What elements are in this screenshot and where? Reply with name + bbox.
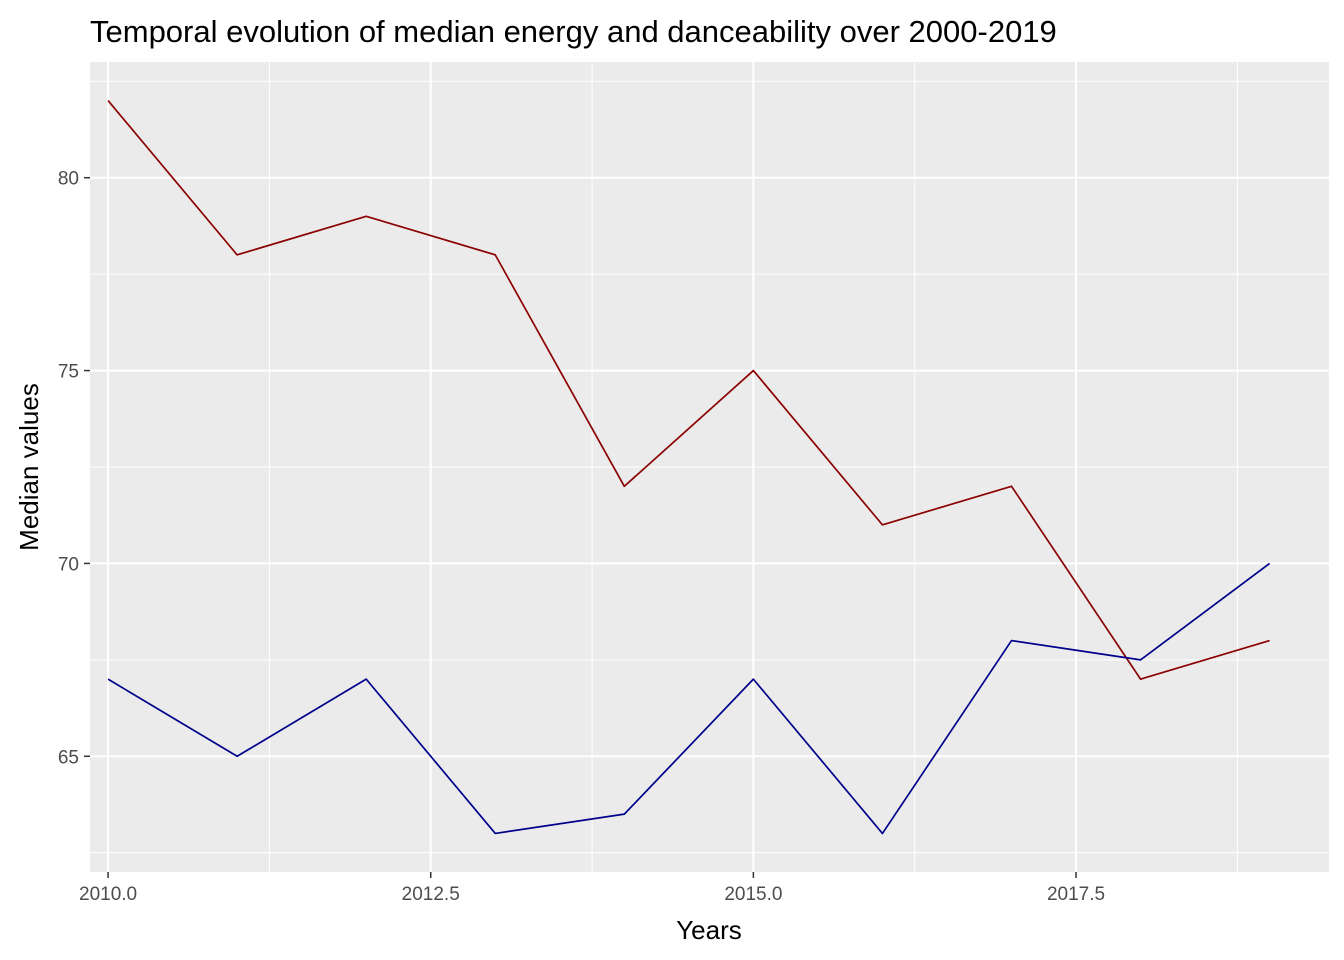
y-axis-ticks: 65 70 75 80: [58, 169, 90, 768]
chart-title: Temporal evolution of median energy and …: [90, 14, 1057, 49]
x-tick-label: 2017.5: [1047, 884, 1105, 905]
x-axis-ticks: 2010.0 2012.5 2015.0 2017.5: [79, 872, 1105, 905]
y-tick-label: 80: [58, 169, 79, 190]
series-line-2: [107, 562, 1271, 835]
grid-minor: [90, 62, 1329, 872]
y-tick-label: 65: [58, 747, 79, 768]
y-axis-title: Median values: [14, 383, 44, 551]
series-line-1: [107, 100, 1270, 680]
x-tick-label: 2012.5: [402, 884, 460, 905]
grid-major: [90, 62, 1329, 872]
y-tick-label: 70: [58, 554, 79, 575]
x-tick-label: 2010.0: [79, 884, 137, 905]
x-axis-title: Years: [676, 915, 742, 945]
x-tick-label: 2015.0: [724, 884, 782, 905]
series-layer: [107, 100, 1271, 835]
y-tick-label: 75: [58, 362, 79, 383]
